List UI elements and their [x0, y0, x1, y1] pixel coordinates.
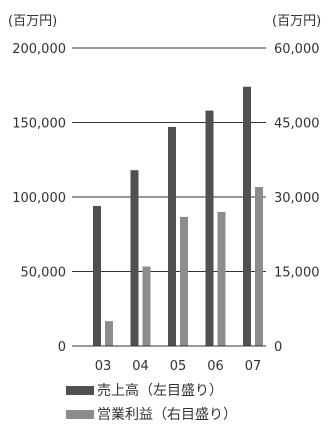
bar-sales: [243, 86, 251, 347]
right-axis-unit: (百万円): [272, 14, 321, 29]
bar-operating-profit: [255, 187, 263, 346]
bar-operating-profit: [180, 216, 188, 346]
bar-sales: [93, 205, 101, 346]
legend-item-operating-profit: 営業利益（右目盛り）: [66, 404, 237, 424]
left-axis-unit: (百万円): [8, 14, 57, 29]
bar-operating-profit: [105, 321, 113, 346]
left-tick-label: 200,000: [12, 42, 66, 57]
right-tick-label: 60,000: [274, 42, 320, 57]
right-tick-label: 30,000: [274, 191, 320, 206]
left-tick-label: 100,000: [12, 191, 66, 206]
legend-swatch-sales: [66, 385, 94, 395]
bar-sales: [168, 126, 176, 346]
bar-sales: [130, 170, 139, 346]
x-tick-label: 06: [207, 359, 224, 374]
right-tick-label: 45,000: [274, 117, 320, 132]
legend-label-operating-profit: 営業利益（右目盛り）: [97, 407, 237, 423]
right-tick-label: 0: [274, 340, 282, 355]
bar-operating-profit: [142, 266, 151, 346]
right-tick-label: 15,000: [274, 266, 320, 281]
legend-swatch-operating-profit: [66, 409, 94, 419]
bar-sales: [205, 110, 214, 346]
legend-label-sales: 売上高（左目盛り）: [97, 383, 223, 399]
left-tick-label: 150,000: [12, 117, 66, 132]
x-tick-label: 05: [170, 359, 187, 374]
x-tick-label: 04: [132, 359, 149, 374]
left-tick-label: 0: [58, 340, 66, 355]
legend-item-sales: 売上高（左目盛り）: [66, 380, 223, 400]
bar-operating-profit: [217, 211, 226, 346]
x-tick-label: 03: [95, 359, 112, 374]
x-tick-label: 07: [245, 359, 262, 374]
left-tick-label: 50,000: [21, 266, 67, 281]
